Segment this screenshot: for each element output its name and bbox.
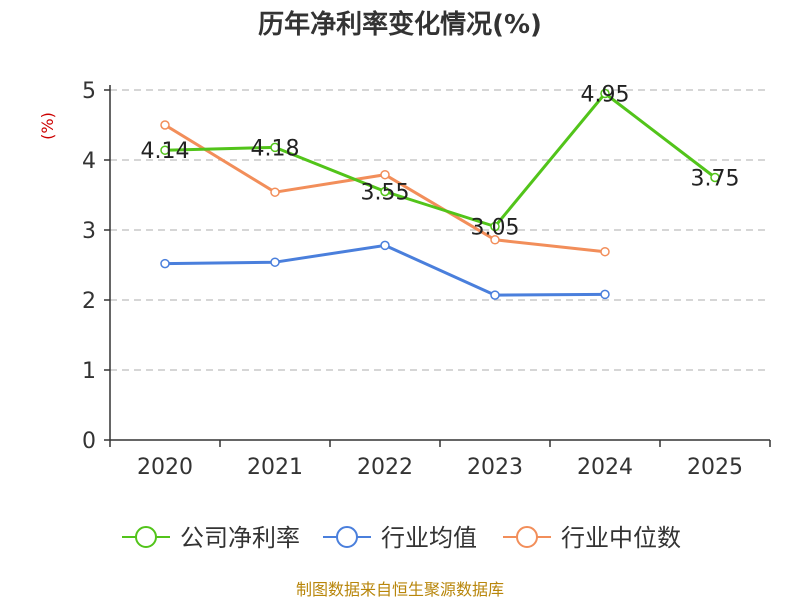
series-point (381, 171, 389, 179)
data-label: 4.18 (251, 136, 300, 161)
grid-lines (110, 90, 770, 370)
x-tick-label: 2023 (467, 455, 523, 480)
y-axis-label: (%) (38, 112, 57, 140)
y-tick-label: 1 (82, 359, 96, 384)
data-label: 3.75 (691, 167, 740, 192)
series-point (491, 291, 499, 299)
y-tick-label: 5 (82, 79, 96, 104)
x-tick-label: 2020 (137, 455, 193, 480)
data-label: 4.95 (581, 83, 630, 108)
source-note: 制图数据来自恒生聚源数据库 (296, 580, 504, 599)
series-point (601, 248, 609, 256)
series-point (601, 290, 609, 298)
x-tick-label: 2022 (357, 455, 413, 480)
legend-label: 公司净利率 (180, 524, 300, 552)
series-point (271, 258, 279, 266)
chart-title: 历年净利率变化情况(%) (258, 9, 542, 40)
y-tick-label: 0 (82, 429, 96, 454)
legend: 公司净利率 行业均值 行业中位数 (122, 524, 681, 552)
legend-label: 行业中位数 (561, 524, 681, 552)
series-point (381, 241, 389, 249)
net-margin-chart: 历年净利率变化情况(%) (%) 0 1 2 3 4 5 2020 2021 2022 2023 2… (0, 0, 800, 600)
x-tick-label: 2021 (247, 455, 303, 480)
series-point (271, 188, 279, 196)
series-line-1 (165, 245, 605, 295)
legend-marker-0 (136, 527, 156, 547)
series-point (161, 260, 169, 268)
x-tick-label: 2025 (687, 455, 743, 480)
legend-marker-1 (337, 527, 357, 547)
y-tick-label: 3 (82, 219, 96, 244)
series-lines (161, 90, 719, 300)
data-labels: 4.14 4.18 3.55 3.05 4.95 3.75 (141, 83, 740, 241)
data-label: 3.05 (471, 216, 520, 241)
series-point (161, 121, 169, 129)
legend-label: 行业均值 (381, 524, 477, 552)
data-label: 3.55 (361, 181, 410, 206)
data-label: 4.14 (141, 139, 190, 164)
y-tick-label: 2 (82, 289, 96, 314)
y-tick-label: 4 (82, 149, 96, 174)
legend-marker-2 (517, 527, 537, 547)
x-tick-label: 2024 (577, 455, 633, 480)
